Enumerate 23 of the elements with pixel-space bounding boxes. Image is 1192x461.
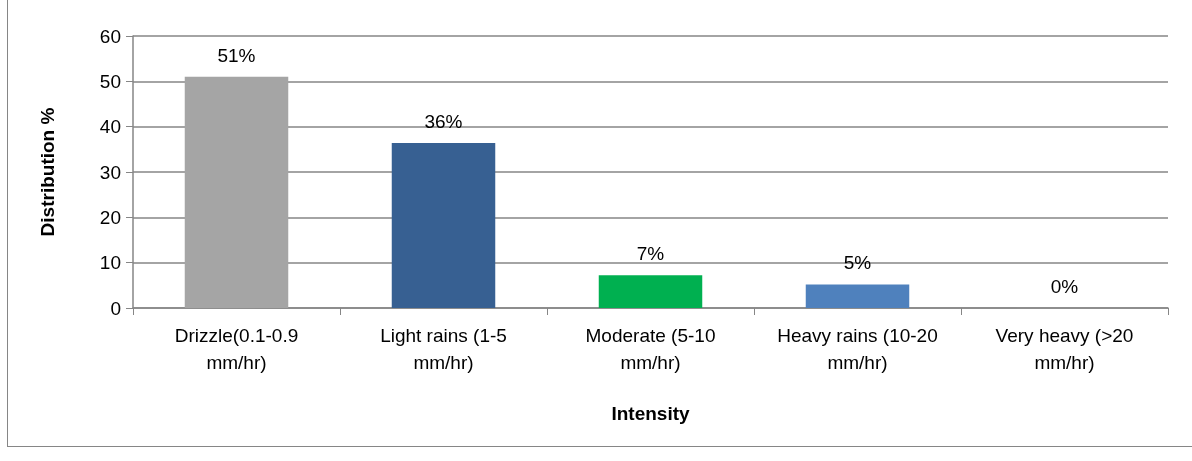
- bar: [598, 275, 703, 308]
- data-label: 36%: [424, 110, 463, 132]
- x-tick-label: Heavy rains (10-20 mm/hr): [777, 325, 938, 373]
- y-tick-label: 30: [99, 161, 121, 183]
- y-tick-label: 20: [99, 206, 121, 228]
- x-tick-label: Light rains (1-5 mm/hr): [380, 325, 507, 373]
- y-tick-label: 0: [110, 297, 121, 319]
- data-label: 0%: [1050, 276, 1079, 297]
- y-tick-label: 10: [99, 252, 121, 274]
- y-tick-label: 50: [99, 70, 121, 92]
- y-tick-label: 60: [99, 25, 121, 47]
- x-tick-label: Moderate (5-10 mm/hr): [585, 325, 716, 373]
- data-label: 5%: [843, 252, 872, 274]
- bar: [184, 76, 289, 308]
- data-label: 7%: [636, 243, 665, 265]
- y-axis-title: Distribution %: [37, 107, 58, 237]
- x-axis-title: Intensity: [611, 403, 690, 424]
- bar: [805, 284, 910, 308]
- x-tick-label: Drizzle(0.1-0.9 mm/hr): [174, 325, 299, 373]
- bar: [391, 142, 496, 308]
- y-tick-label: 40: [99, 116, 121, 138]
- x-tick-label: Very heavy (>20 mm/hr): [995, 325, 1134, 373]
- data-label: 51%: [217, 44, 256, 66]
